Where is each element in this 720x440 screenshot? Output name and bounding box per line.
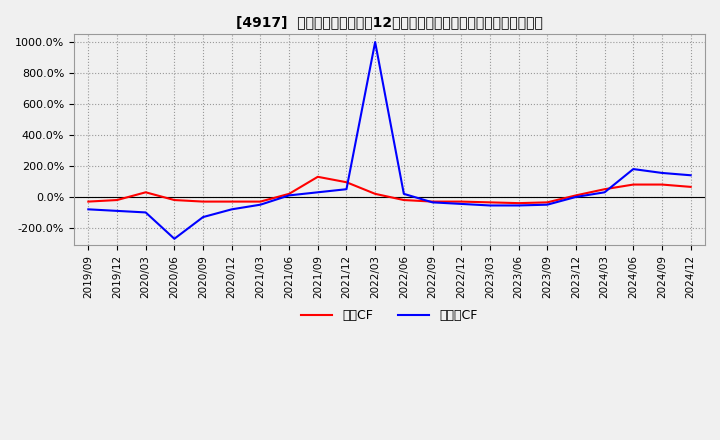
フリーCF — [686, 172, 695, 178]
フリーCF — [199, 214, 207, 220]
営業CF — [600, 187, 609, 192]
フリーCF — [572, 194, 580, 200]
営業CF — [141, 190, 150, 195]
フリーCF — [84, 207, 93, 212]
フリーCF — [170, 236, 179, 242]
フリーCF — [657, 170, 666, 176]
営業CF — [457, 199, 466, 204]
フリーCF — [313, 190, 322, 195]
フリーCF — [457, 201, 466, 206]
フリーCF — [629, 166, 638, 172]
フリーCF — [543, 202, 552, 207]
営業CF — [112, 198, 121, 203]
営業CF — [400, 198, 408, 203]
営業CF — [428, 199, 437, 204]
営業CF — [256, 199, 265, 204]
フリーCF — [428, 200, 437, 205]
営業CF — [84, 199, 93, 204]
営業CF — [485, 200, 494, 205]
フリーCF — [112, 208, 121, 213]
営業CF — [543, 200, 552, 205]
営業CF — [199, 199, 207, 204]
営業CF — [342, 180, 351, 185]
フリーCF — [485, 203, 494, 208]
フリーCF — [256, 202, 265, 207]
営業CF — [629, 182, 638, 187]
フリーCF — [228, 207, 236, 212]
営業CF — [572, 193, 580, 198]
Legend: 営業CF, フリーCF: 営業CF, フリーCF — [296, 304, 483, 327]
フリーCF — [285, 193, 294, 198]
営業CF — [228, 199, 236, 204]
フリーCF — [141, 210, 150, 215]
営業CF — [514, 201, 523, 206]
営業CF — [170, 198, 179, 203]
営業CF — [313, 174, 322, 180]
Line: フリーCF: フリーCF — [89, 42, 690, 239]
Line: 営業CF: 営業CF — [89, 177, 690, 203]
フリーCF — [514, 203, 523, 208]
営業CF — [686, 184, 695, 190]
Title: [4917]  キャッシュフローの12か月移動合計の対前年同期増減率の推移: [4917] キャッシュフローの12か月移動合計の対前年同期増減率の推移 — [236, 15, 543, 29]
営業CF — [371, 191, 379, 197]
営業CF — [657, 182, 666, 187]
フリーCF — [600, 190, 609, 195]
フリーCF — [342, 187, 351, 192]
フリーCF — [400, 191, 408, 197]
営業CF — [285, 191, 294, 197]
フリーCF — [371, 40, 379, 45]
